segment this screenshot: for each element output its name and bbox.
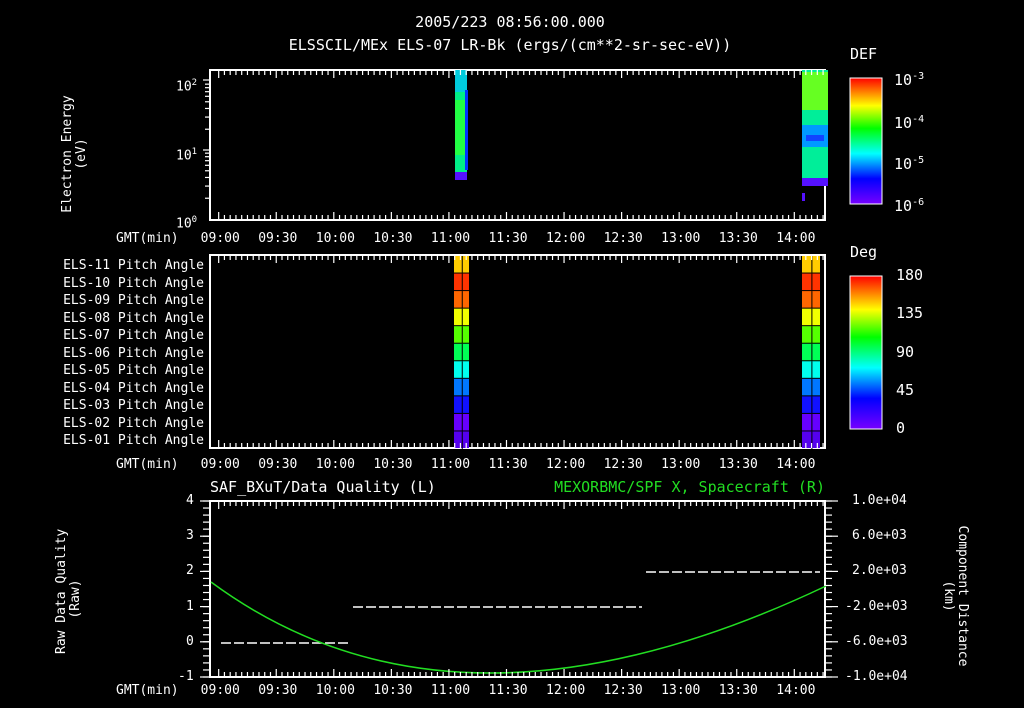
- energy-ytick-10: 101: [176, 147, 198, 164]
- data-quality-ytick: 0: [186, 633, 194, 649]
- time-tick: 13:30: [718, 683, 758, 698]
- data-quality-ylabel-line2: (Raw): [68, 579, 83, 619]
- time-tick: 09:30: [258, 231, 298, 246]
- time-tick: 11:30: [488, 231, 528, 246]
- time-tick: 11:30: [488, 683, 528, 698]
- data-quality-title: SAF_BXuT/Data Quality (L): [210, 478, 436, 496]
- pitch-angle-row-label: ELS-05 Pitch Angle: [63, 363, 204, 379]
- deg-tick-45: 45: [896, 381, 915, 399]
- data-quality-ytick: 3: [186, 528, 194, 544]
- pitch-angle-row-labels: ELS-11 Pitch Angle ELS-10 Pitch Angle ELS-…: [40, 257, 204, 450]
- pitch-angle-row-label: ELS-03 Pitch Angle: [63, 398, 204, 414]
- deg-tick-135: 135: [896, 304, 924, 322]
- time-tick: 13:00: [661, 457, 701, 472]
- time-tick: 12:30: [603, 457, 643, 472]
- spacecraft-x-title: MEXORBMC/SPF X, Spacecraft (R): [554, 478, 825, 496]
- time-axis-panel3: GMT(min) 09:00 09:30 10:00 10:30 11:00 11:30 12…: [0, 684, 1024, 698]
- distance-ylabel: Component Distance (km): [941, 521, 970, 671]
- energy-ylabel-line2: (eV): [74, 138, 89, 170]
- energy-ytick-1: 100: [176, 215, 198, 232]
- pitch-angle-row-label: ELS-08 Pitch Angle: [63, 310, 204, 326]
- time-tick: 09:30: [258, 457, 298, 472]
- time-tick: 12:30: [603, 683, 643, 698]
- def-tick-4: 10-6: [894, 197, 925, 215]
- data-quality-ylabel: Raw Data Quality (Raw): [54, 528, 83, 654]
- def-tick-2: 10-4: [894, 114, 925, 132]
- distance-ytick: 6.0e+03: [852, 528, 907, 544]
- time-axis-label: GMT(min): [116, 457, 179, 472]
- time-tick: 13:00: [661, 231, 701, 246]
- distance-ytick: 1.0e+04: [852, 493, 907, 508]
- time-tick: 12:00: [546, 683, 586, 698]
- def-tick-1: 10-3: [894, 71, 925, 89]
- energy-spectrogram-panel: [209, 69, 828, 221]
- time-tick: 13:30: [718, 231, 758, 246]
- plot-subtitle: ELSSCIL/MEx ELS-07 LR-Bk (ergs/(cm**2-sr…: [288, 36, 732, 54]
- time-tick: 09:00: [200, 231, 240, 246]
- def-colorbar-title: DEF: [850, 45, 878, 63]
- distance-ytick: -6.0e+03: [845, 633, 908, 649]
- time-axis-panel2: GMT(min) 09:00 09:30 10:00 10:30 11:00 11:30 12…: [0, 458, 1024, 472]
- time-tick: 11:00: [430, 231, 471, 246]
- deg-colorbar-title: Deg: [850, 243, 878, 261]
- time-tick: 13:00: [661, 683, 701, 698]
- pitch-angle-panel: [209, 254, 826, 449]
- pitch-angle-row-label: ELS-06 Pitch Angle: [63, 345, 204, 361]
- pitch-angle-row-label: ELS-09 Pitch Angle: [63, 293, 204, 309]
- pitch-angle-row-label: ELS-07 Pitch Angle: [63, 328, 204, 344]
- data-quality-ytick: -1: [178, 669, 194, 684]
- pitch-angle-row-label: ELS-01 Pitch Angle: [63, 433, 204, 449]
- deg-tick-90: 90: [896, 343, 915, 361]
- time-tick: 11:00: [430, 683, 471, 698]
- distance-ylabel-line2: (km): [941, 580, 956, 612]
- def-tick-3: 10-5: [894, 155, 925, 173]
- time-tick: 10:30: [373, 683, 413, 698]
- distance-ytick: -1.0e+04: [845, 669, 908, 684]
- time-tick: 10:00: [315, 683, 355, 698]
- time-tick: 12:30: [603, 231, 643, 246]
- time-tick: 11:30: [488, 457, 528, 472]
- energy-ylabel: Electron Energy (eV): [60, 89, 89, 219]
- pitch-angle-row-label: ELS-10 Pitch Angle: [63, 275, 204, 291]
- deg-tick-180: 180: [896, 266, 924, 284]
- pitch-angle-row-label: ELS-11 Pitch Angle: [63, 258, 204, 273]
- time-tick: 09:00: [200, 457, 240, 472]
- time-axis-panel1: GMT(min) 09:00 09:30 10:00 10:30 11:00 11:30 12…: [0, 232, 1024, 246]
- data-quality-ytick: 1: [186, 598, 194, 614]
- data-quality-panel: [209, 500, 827, 678]
- time-axis-label: GMT(min): [116, 231, 179, 246]
- energy-ylabel-line1: Electron Energy: [60, 95, 75, 213]
- pitch-angle-row-label: ELS-02 Pitch Angle: [63, 415, 204, 431]
- distance-ytick: -2.0e+03: [845, 598, 908, 614]
- time-tick: 12:00: [546, 231, 586, 246]
- data-quality-ytick: 2: [186, 563, 194, 579]
- time-tick: 10:00: [315, 457, 355, 472]
- distance-ytick: 2.0e+03: [852, 563, 907, 579]
- def-colorbar: [849, 77, 883, 205]
- time-tick: 10:30: [373, 457, 413, 472]
- time-tick: 14:00: [776, 683, 816, 698]
- time-tick: 14:00: [776, 457, 816, 472]
- data-quality-ylabel-line1: Raw Data Quality: [54, 528, 69, 654]
- data-quality-ytick: 4: [186, 493, 194, 508]
- time-tick: 13:30: [718, 457, 758, 472]
- plot-datetime: 2005/223 08:56:00.000: [415, 13, 605, 31]
- pitch-angle-row-label: ELS-04 Pitch Angle: [63, 380, 204, 396]
- energy-ytick-100: 102: [176, 78, 198, 95]
- time-tick: 09:00: [200, 683, 240, 698]
- time-tick: 10:30: [373, 231, 413, 246]
- deg-tick-0: 0: [896, 419, 906, 437]
- distance-ylabel-line1: Component Distance: [955, 525, 970, 667]
- time-tick: 12:00: [546, 457, 586, 472]
- time-tick: 11:00: [430, 457, 471, 472]
- time-tick: 10:00: [315, 231, 355, 246]
- time-tick: 09:30: [258, 683, 298, 698]
- deg-colorbar: [849, 275, 883, 430]
- time-tick: 14:00: [776, 231, 816, 246]
- time-axis-label: GMT(min): [116, 683, 179, 698]
